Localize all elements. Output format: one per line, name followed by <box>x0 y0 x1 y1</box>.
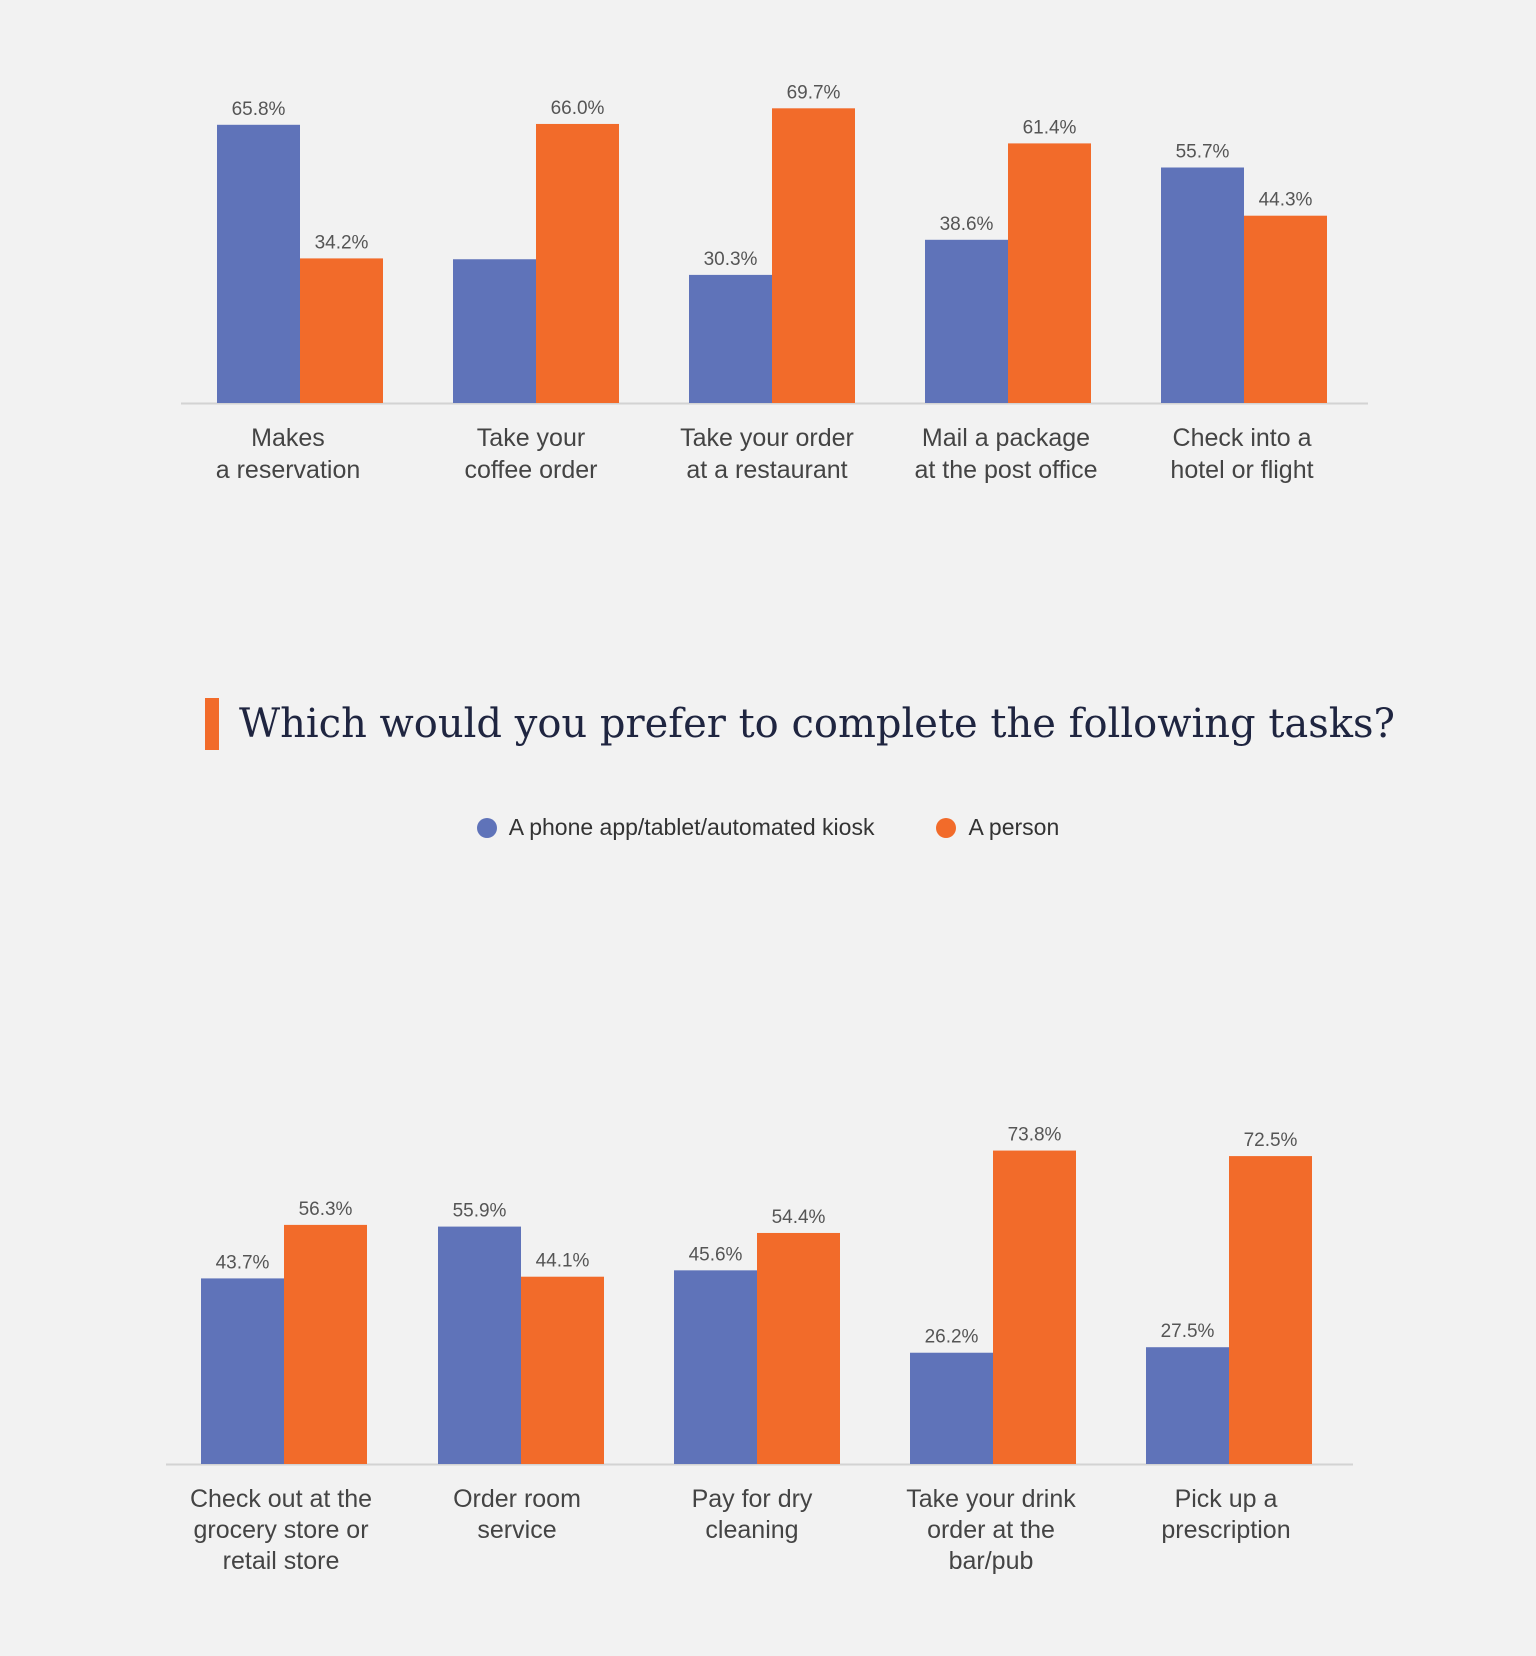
bottom-bar-person-2 <box>757 1232 840 1464</box>
top-value-label-app-0: 65.8% <box>232 99 286 120</box>
top-value-label-person-3: 61.4% <box>1023 117 1077 138</box>
title-accent-bar <box>205 698 219 750</box>
top-bar-app-4 <box>1161 167 1244 403</box>
bottom-value-label-person-2: 54.4% <box>772 1207 826 1228</box>
chart-bottom: 43.7% 56.3% Check out at the grocery store … <box>166 1125 1353 1575</box>
bottom-category-label-0: Check out at the grocery store or retail s… <box>190 1485 372 1575</box>
bottom-category-label-4: Pick up a prescription <box>1161 1485 1290 1544</box>
chart-top: 65.8% 34.2% Makes a reservation 66.0% Take yo… <box>181 82 1368 484</box>
bottom-bar-person-3 <box>993 1150 1076 1464</box>
top-bar-person-2 <box>772 108 855 403</box>
bottom-bar-person-4 <box>1229 1156 1312 1464</box>
title-text: Which would you prefer to complete the f… <box>239 701 1395 747</box>
top-value-label-person-4: 44.3% <box>1259 190 1313 211</box>
bottom-bar-app-0 <box>201 1278 284 1464</box>
top-bar-app-0 <box>217 124 300 403</box>
bottom-value-label-app-0: 43.7% <box>216 1252 270 1273</box>
top-category-label-2: Take your order at a restaurant <box>680 424 854 484</box>
top-bar-person-4 <box>1244 215 1327 403</box>
bottom-category-label-1: Order room service <box>453 1485 581 1544</box>
bottom-bar-app-2 <box>674 1270 757 1464</box>
bottom-value-label-person-1: 44.1% <box>536 1251 590 1272</box>
top-value-label-person-0: 34.2% <box>315 232 369 253</box>
top-bar-app-3 <box>925 239 1008 403</box>
top-value-label-app-4: 55.7% <box>1176 142 1230 163</box>
bottom-category-label-3: Take your drink order at the bar/pub <box>906 1485 1076 1575</box>
bottom-value-label-person-3: 73.8% <box>1008 1125 1062 1146</box>
top-bar-person-0 <box>300 258 383 403</box>
top-value-label-app-3: 38.6% <box>940 214 994 235</box>
bottom-value-label-app-1: 55.9% <box>453 1201 507 1222</box>
legend-item-person: A person <box>936 814 1059 841</box>
legend-label-app: A phone app/tablet/automated kiosk <box>508 814 875 840</box>
bottom-category-label-2: Pay for dry cleaning <box>692 1485 813 1544</box>
bottom-bar-app-3 <box>910 1352 993 1464</box>
bottom-value-label-person-0: 56.3% <box>299 1199 353 1220</box>
bottom-value-label-app-2: 45.6% <box>689 1244 743 1265</box>
top-category-label-3: Mail a package at the post office <box>915 424 1098 484</box>
bottom-bar-person-1 <box>521 1276 604 1464</box>
bottom-bar-person-0 <box>284 1224 367 1464</box>
top-value-label-person-1: 66.0% <box>551 98 605 119</box>
top-bar-app-2 <box>689 274 772 403</box>
bottom-value-label-app-4: 27.5% <box>1161 1321 1215 1342</box>
top-bar-app-1 <box>453 259 536 403</box>
top-value-label-app-2: 30.3% <box>704 249 758 270</box>
chart-title: Which would you prefer to complete the f… <box>205 698 1395 750</box>
bottom-bar-app-4 <box>1146 1347 1229 1464</box>
top-category-label-4: Check into a hotel or flight <box>1170 424 1313 484</box>
legend-label-person: A person <box>968 814 1060 840</box>
legend: A phone app/tablet/automated kiosk A per… <box>0 814 1536 841</box>
top-bar-person-1 <box>536 123 619 404</box>
legend-dot-app <box>476 817 497 838</box>
legend-dot-person <box>936 817 957 838</box>
top-value-label-person-2: 69.7% <box>787 82 841 103</box>
bottom-value-label-person-4: 72.5% <box>1244 1130 1298 1151</box>
bottom-bar-app-1 <box>438 1226 521 1464</box>
bottom-value-label-app-3: 26.2% <box>925 1327 979 1348</box>
top-category-label-1: Take your coffee order <box>465 424 598 484</box>
top-category-label-0: Makes a reservation <box>216 424 361 484</box>
top-bar-person-3 <box>1008 143 1091 403</box>
legend-item-app: A phone app/tablet/automated kiosk <box>476 814 875 841</box>
